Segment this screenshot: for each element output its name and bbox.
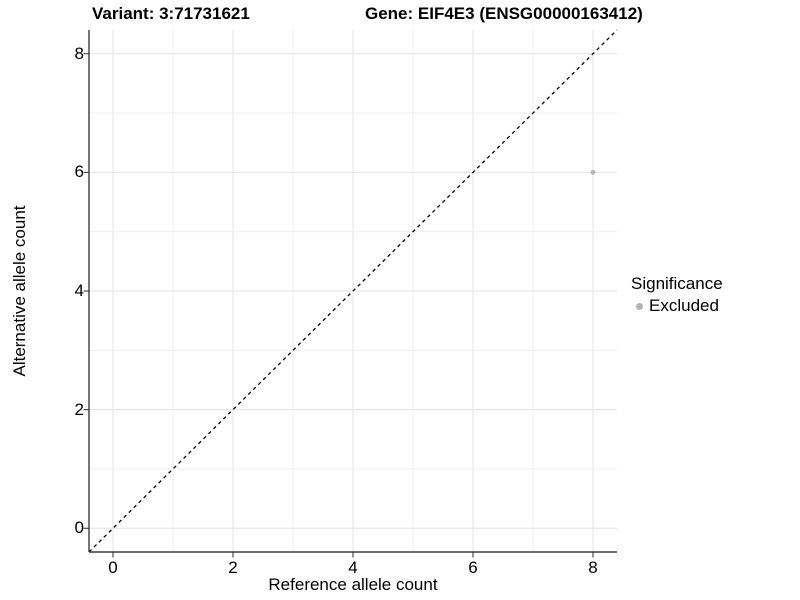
y-tick-label: 4 [74, 281, 84, 300]
y-tick-label: 6 [74, 162, 84, 182]
legend-item-label: Excluded [649, 296, 719, 315]
gene-title: Gene: EIF4E3 (ENSG00000163412) [365, 4, 643, 23]
x-axis-title: Reference allele count [268, 575, 438, 594]
x-tick-label: 4 [348, 558, 358, 577]
y-tick-label: 8 [74, 43, 84, 63]
legend-title: Significance [631, 274, 723, 293]
x-tick-label: 6 [468, 558, 478, 577]
legend-items: Excluded [631, 296, 723, 316]
identity-dashed-line [88, 29, 618, 553]
legend: Significance Excluded [631, 274, 723, 316]
x-tick-label: 2 [228, 558, 238, 577]
y-tick-label: 0 [74, 518, 84, 538]
legend-item: Excluded [631, 296, 723, 316]
y-tick-label: 2 [74, 399, 84, 419]
data-point [590, 169, 596, 175]
x-tick-label: 0 [108, 558, 118, 577]
x-tick-label: 8 [588, 558, 598, 577]
legend-point-swatch-icon [636, 302, 643, 310]
y-axis-title: Alternative allele count [10, 205, 29, 377]
variant-title: Variant: 3:71731621 [92, 4, 250, 23]
